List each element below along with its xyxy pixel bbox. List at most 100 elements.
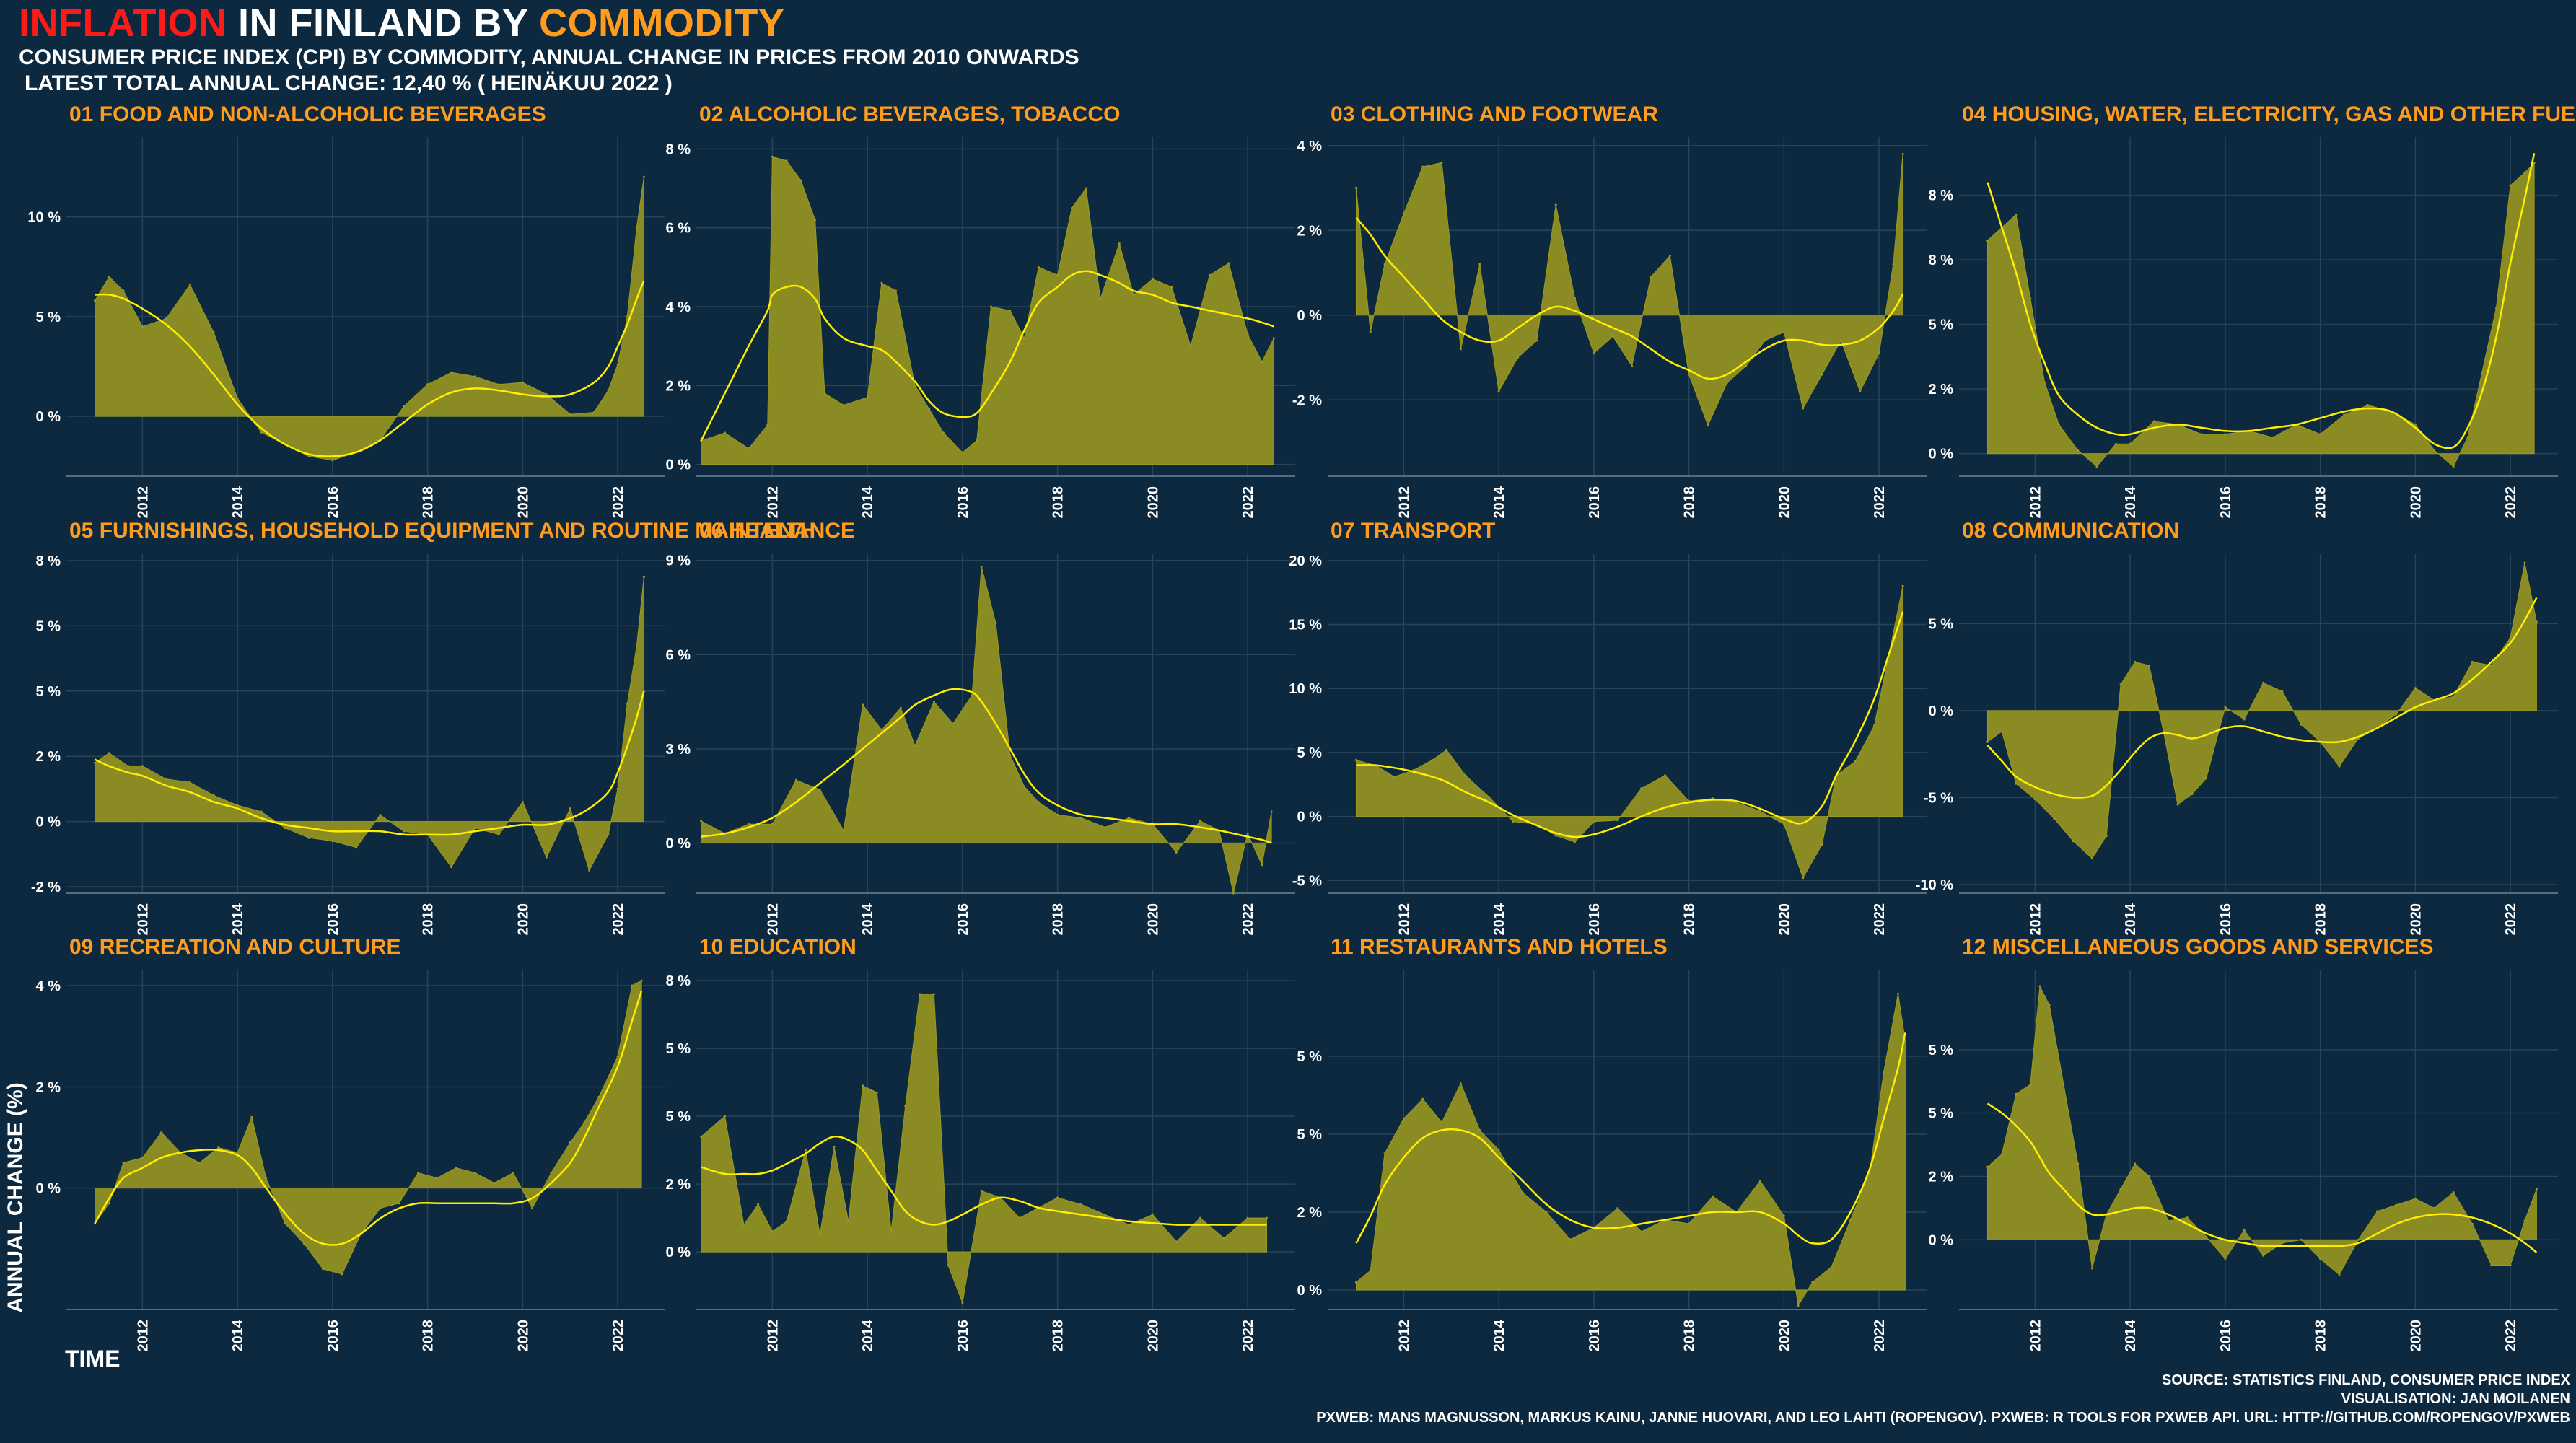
data-point	[1189, 345, 1192, 348]
x-tick-label: 2016	[1587, 486, 1603, 519]
data-point	[1151, 278, 1154, 281]
data-point	[875, 1091, 878, 1094]
data-point	[1488, 796, 1491, 799]
series-area	[701, 156, 1274, 465]
panel-title: 10 EDUCATION	[699, 935, 857, 959]
data-point	[2134, 660, 2137, 663]
data-point	[1402, 212, 1405, 215]
data-point	[2490, 664, 2493, 667]
data-point	[2090, 1267, 2093, 1270]
panel-2: 02 ALCOHOLIC BEVERAGES, TOBACCO 0 % 2 % 4 %…	[666, 102, 1295, 519]
data-point	[2105, 835, 2108, 837]
data-point	[1421, 1097, 1424, 1100]
y-tick-label: 20 %	[1289, 553, 1322, 569]
panel-6: 06 HEALTH 0 % 3 % 6 % 9 % 2012 2014 2016 2018 202…	[666, 519, 1295, 936]
data-point	[212, 331, 215, 334]
data-point	[1616, 819, 1619, 822]
data-point	[1901, 153, 1904, 155]
data-point	[799, 179, 802, 182]
trend-line	[1986, 153, 2536, 449]
data-point	[1512, 820, 1515, 823]
y-tick-label: 2 %	[1929, 1170, 1954, 1185]
x-tick-label: 2016	[325, 1320, 341, 1352]
data-point	[1037, 266, 1040, 268]
data-point	[2395, 713, 2398, 716]
data-point	[2319, 433, 2322, 436]
data-point	[474, 827, 476, 830]
x-tick-label: 2022	[1240, 1320, 1256, 1352]
x-tick-label: 2022	[2503, 486, 2519, 519]
data-point	[545, 393, 548, 396]
data-point	[1878, 352, 1880, 355]
y-tick-label: 9 %	[666, 553, 691, 569]
x-tick-label: 2014	[1491, 903, 1507, 935]
series-area	[1987, 563, 2537, 859]
data-point	[1664, 774, 1667, 777]
data-point	[236, 804, 239, 807]
data-point	[2395, 1203, 2398, 1206]
data-point	[1266, 1216, 1268, 1219]
data-point	[2015, 1092, 2018, 1095]
data-point	[1080, 817, 1083, 820]
data-point	[1545, 1211, 1548, 1214]
data-point	[1688, 1222, 1691, 1225]
data-point	[2414, 687, 2417, 690]
trend-line	[1355, 216, 1904, 380]
y-tick-label: 5 %	[1297, 1127, 1323, 1143]
y-tick-label: -10 %	[1916, 877, 1953, 893]
data-point	[1521, 1191, 1524, 1194]
data-point	[2224, 1258, 2227, 1260]
data-point	[1640, 787, 1643, 790]
data-point	[1393, 776, 1396, 778]
data-point	[866, 396, 869, 399]
data-point	[2433, 449, 2436, 452]
data-point	[1839, 339, 1842, 342]
panel-title: 08 COMMUNICATION	[1962, 519, 2179, 543]
panel-title: 03 CLOTHING AND FOOTWEAR	[1331, 102, 1658, 126]
data-point	[880, 281, 883, 284]
data-point	[757, 1203, 760, 1206]
data-point	[636, 225, 638, 228]
data-point	[127, 765, 130, 768]
data-point	[141, 1157, 144, 1159]
data-point	[2433, 1206, 2436, 1209]
data-point	[880, 729, 883, 732]
chart-title: INFLATION IN FINLAND BY COMMODITY	[19, 1, 2544, 45]
data-point	[2057, 423, 2060, 426]
data-point	[417, 1172, 419, 1175]
trend-line	[1986, 1102, 2538, 1253]
x-tick-label: 2020	[1145, 1320, 1161, 1352]
panel-title: 07 TRANSPORT	[1331, 519, 1495, 543]
data-point	[2200, 433, 2203, 436]
y-tick-label: 4 %	[666, 299, 691, 315]
y-tick-label: 0 %	[666, 1245, 691, 1260]
data-point	[403, 830, 406, 833]
data-point	[379, 1207, 382, 1210]
data-point	[2466, 436, 2469, 439]
data-point	[2523, 171, 2526, 174]
y-tick-label: 0 %	[36, 815, 61, 830]
chart-subtitle: CONSUMER PRICE INDEX (CPI) BY COMMODITY,…	[19, 45, 1079, 69]
series-area	[701, 566, 1272, 894]
data-point	[2205, 777, 2207, 780]
data-point	[932, 701, 935, 703]
panel-5: 05 FURNISHINGS, HOUSEHOLD EQUIPMENT AND …	[31, 519, 855, 936]
data-point	[2494, 307, 2497, 310]
data-point	[341, 1273, 343, 1276]
data-point	[1821, 373, 1823, 376]
data-point	[250, 1115, 253, 1118]
x-tick-label: 2014	[1491, 1319, 1507, 1351]
data-point	[700, 820, 703, 823]
data-point	[1797, 1304, 1800, 1307]
data-point	[1402, 1117, 1405, 1120]
data-point	[122, 289, 125, 292]
data-point	[1440, 161, 1443, 164]
data-point	[1175, 1240, 1178, 1243]
data-point	[2090, 857, 2093, 860]
trend-line	[94, 690, 645, 836]
panel-title: 12 MISCELLANEOUS GOODS AND SERVICES	[1962, 935, 2433, 959]
y-tick-label: 8 %	[1929, 253, 1954, 268]
y-tick-label: 0 %	[36, 409, 61, 425]
data-point	[1459, 1082, 1462, 1085]
